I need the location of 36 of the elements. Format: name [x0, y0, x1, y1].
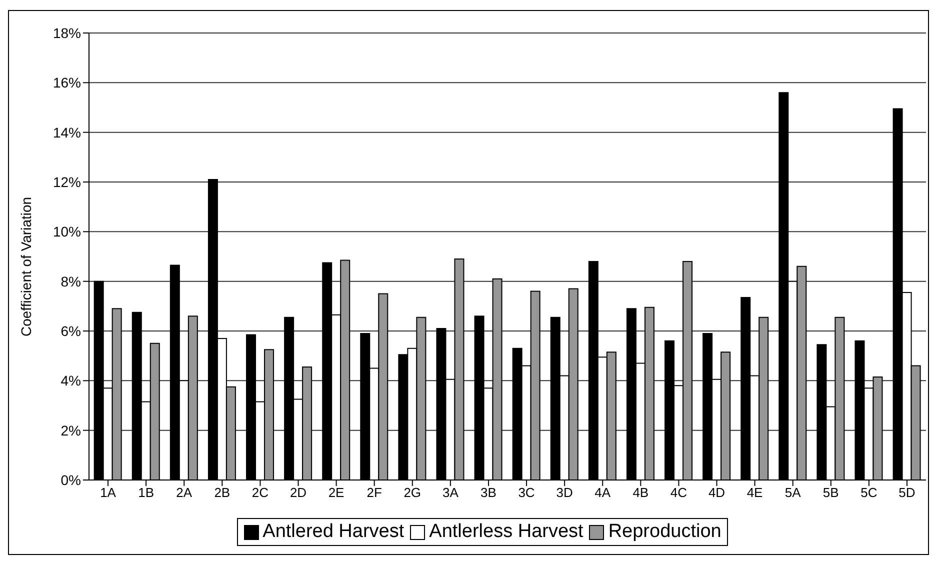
x-tick-label: 3A — [442, 485, 459, 500]
x-tick-label: 2C — [252, 485, 269, 500]
x-tick-label: 1A — [100, 485, 116, 500]
x-tick-label: 3C — [518, 485, 535, 500]
y-tick-label: 12% — [52, 174, 81, 190]
x-tick-label: 5A — [784, 485, 802, 500]
x-tick-label: 4C — [670, 485, 688, 500]
x-tick-label: 5C — [860, 485, 878, 500]
x-tick-label: 5B — [822, 485, 839, 500]
y-axis-title: Coefficient of Variation — [18, 196, 34, 336]
x-tick-label: 2G — [404, 485, 422, 500]
x-tick-label: 2D — [290, 485, 307, 500]
legend-label: Antlered Harvest — [262, 521, 404, 543]
y-tick-label: 8% — [60, 273, 81, 290]
legend-label: Reproduction — [607, 521, 722, 543]
x-tick-label: 4A — [594, 485, 611, 500]
x-tick-label: 2B — [214, 485, 230, 500]
x-tick-label: 4B — [632, 485, 649, 500]
y-tick-label: 6% — [60, 322, 81, 339]
y-tick-label: 0% — [60, 472, 81, 488]
y-tick-label: 14% — [52, 124, 81, 140]
y-tick-label: 16% — [52, 74, 81, 91]
x-tick-label: 3D — [556, 485, 573, 500]
x-tick-label: 5D — [898, 485, 916, 500]
x-tick-label: 4D — [708, 485, 726, 500]
legend-label: Antlerless Harvest — [428, 521, 584, 543]
x-tick-label: 2F — [366, 485, 382, 500]
y-tick-label: 2% — [60, 422, 81, 438]
x-tick-label: 3B — [480, 485, 496, 500]
x-tick-label: 1B — [138, 485, 154, 500]
x-tick-label: 2A — [176, 485, 192, 500]
y-tick-label: 10% — [52, 224, 81, 240]
y-tick-label: 18% — [52, 24, 81, 41]
x-tick-label: 2E — [328, 485, 345, 500]
x-tick-label: 4E — [746, 485, 764, 500]
y-tick-label: 4% — [60, 372, 81, 389]
